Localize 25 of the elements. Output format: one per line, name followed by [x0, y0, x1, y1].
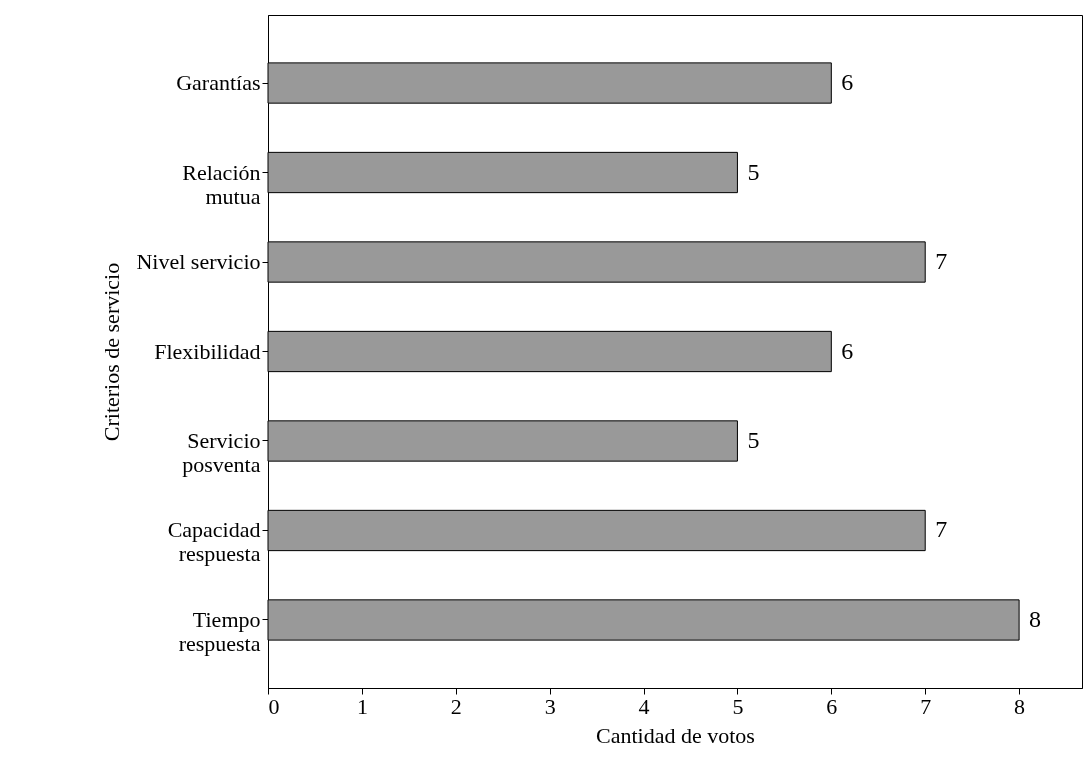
data-label: 8: [1029, 605, 1042, 632]
y-tick-label: Relación mutua: [182, 159, 261, 209]
x-tick-label: 5: [732, 693, 744, 719]
data-label: 6: [841, 69, 854, 96]
y-tick-label: Tiempo respuesta: [178, 606, 261, 656]
x-axis-title: Cantidad de votos: [596, 722, 755, 748]
x-tick-label: 3: [544, 693, 556, 719]
y-tick-label: Capacidad respuesta: [167, 517, 261, 567]
data-label: 7: [935, 248, 948, 275]
x-tick-label: 8: [1014, 693, 1026, 719]
y-tick-label: Servicio posventa: [182, 427, 261, 477]
data-label: 6: [841, 337, 854, 364]
data-label: 7: [935, 516, 948, 543]
x-tick-label: 4: [638, 693, 650, 719]
x-tick-label: 7: [920, 693, 932, 719]
y-axis-title: Criterios de servicio: [99, 262, 125, 442]
y-tick-label: Nivel servicio: [136, 249, 261, 275]
data-label: 5: [747, 426, 760, 453]
x-tick-label: 0: [268, 693, 280, 719]
x-tick-label: 2: [450, 693, 462, 719]
x-tick-label: 1: [356, 693, 368, 719]
x-tick-label: 6: [826, 693, 838, 719]
y-tick-label: Flexibilidad: [154, 338, 261, 364]
data-label: 5: [747, 158, 760, 185]
y-tick-label: Garantías: [176, 70, 261, 96]
